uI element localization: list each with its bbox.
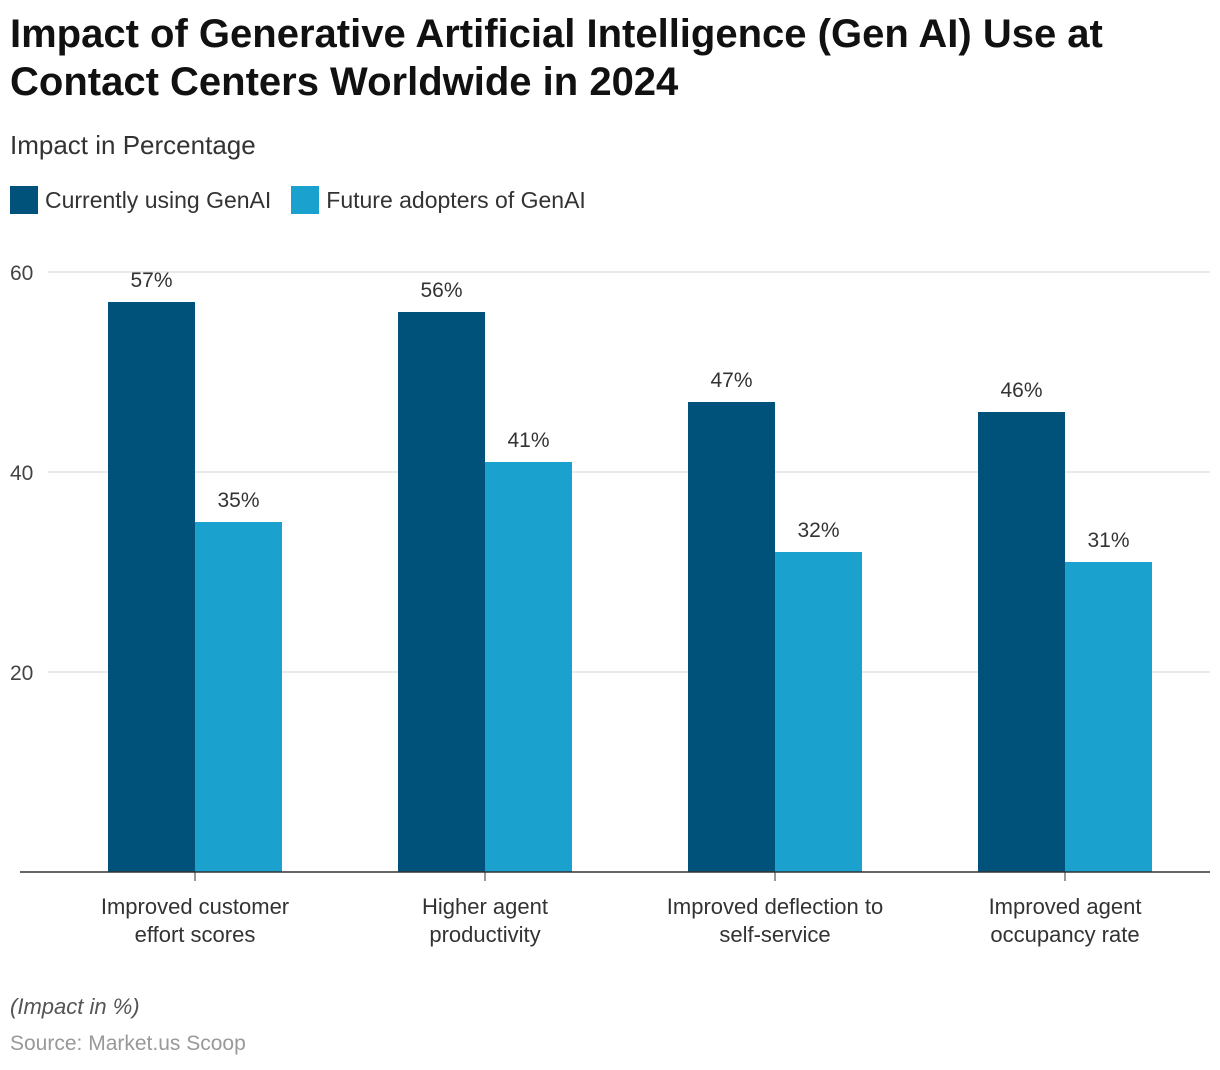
chart-note: (Impact in %): [10, 994, 140, 1019]
x-tick-label: effort scores: [135, 922, 256, 947]
bar: [775, 552, 862, 872]
bar: [688, 402, 775, 872]
bar: [978, 412, 1065, 872]
bar: [195, 522, 282, 872]
bar: [108, 302, 195, 872]
x-tick-label: Higher agent: [422, 894, 548, 919]
y-tick-label: 60: [10, 262, 33, 285]
data-label: 47%: [710, 369, 752, 392]
x-tick-label: self-service: [719, 922, 830, 947]
data-label: 35%: [217, 489, 259, 512]
legend-item-current[interactable]: Currently using GenAI: [10, 186, 271, 214]
y-tick-label: 20: [10, 662, 33, 685]
legend: Currently using GenAI Future adopters of…: [10, 186, 586, 214]
chart-title: Impact of Generative Artificial Intellig…: [10, 12, 1103, 104]
data-label: 46%: [1000, 379, 1042, 402]
bar: [1065, 562, 1152, 872]
chart-subtitle: Impact in Percentage: [10, 130, 256, 160]
y-tick-label: 40: [10, 462, 33, 485]
x-tick-label: occupancy rate: [990, 922, 1139, 947]
chart-source: Source: Market.us Scoop: [10, 1032, 246, 1055]
data-label: 56%: [420, 279, 462, 302]
legend-label: Currently using GenAI: [45, 186, 272, 213]
bar: [398, 312, 485, 872]
x-tick-label: Improved customer: [101, 894, 289, 919]
data-label: 32%: [797, 519, 839, 542]
data-label: 41%: [507, 429, 549, 452]
data-label: 57%: [130, 269, 172, 292]
x-tick-label: Improved deflection to: [667, 894, 883, 919]
legend-swatch-future: [291, 186, 320, 214]
legend-item-future[interactable]: Future adopters of GenAI: [291, 186, 586, 214]
legend-label: Future adopters of GenAI: [326, 186, 586, 213]
legend-swatch-current: [10, 186, 38, 214]
x-tick-label: Improved agent: [989, 894, 1142, 919]
data-label: 31%: [1087, 529, 1129, 552]
bar: [485, 462, 572, 872]
x-tick-label: productivity: [429, 922, 540, 947]
